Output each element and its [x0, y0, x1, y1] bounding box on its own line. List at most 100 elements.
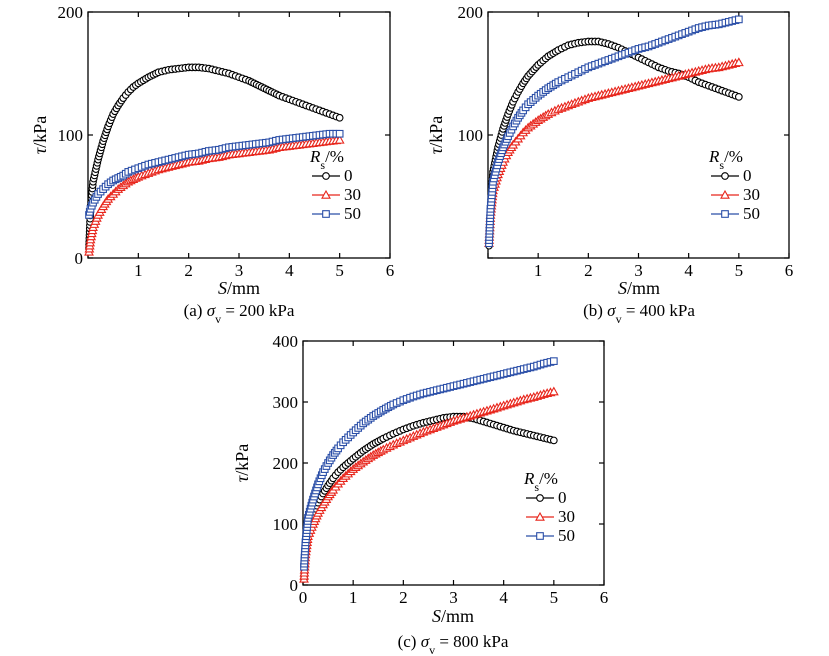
panel-caption: (c) σv = 800 kPa [398, 632, 509, 656]
y-tick-label: 100 [273, 515, 299, 534]
x-tick-label: 3 [235, 261, 244, 280]
caption-suffix: = 400 kPa [622, 301, 696, 320]
legend-title-unit: /% [325, 147, 344, 166]
legend-marker [536, 494, 544, 502]
y-axis-label-symbol: τ [426, 147, 446, 154]
y-axis-label-symbol: τ [232, 475, 252, 482]
legend-title-symbol: R [309, 147, 321, 166]
caption-prefix: (c) [398, 632, 421, 651]
data-point [335, 129, 344, 138]
legend-entry-label: 0 [558, 488, 567, 507]
y-axis-label: τ/kPa [30, 116, 50, 154]
x-tick-label: 3 [449, 588, 458, 607]
legend-entry-label: 50 [558, 526, 575, 545]
y-tick-label: 100 [58, 126, 84, 145]
legend-marker [720, 189, 730, 199]
series-rs-0 [300, 412, 558, 583]
x-tick-label: 6 [386, 261, 395, 280]
data-point [334, 134, 345, 144]
x-tick-label: 5 [335, 261, 344, 280]
legend-entry-label: 0 [743, 166, 752, 185]
data-point [549, 436, 558, 445]
y-tick-label: 0 [290, 576, 299, 595]
data-point [549, 357, 558, 365]
caption-symbol: σ [207, 301, 216, 320]
series-rs-30 [84, 134, 345, 256]
legend-marker [721, 172, 729, 180]
y-axis-label-symbol: τ [30, 147, 50, 154]
y-tick-label: 0 [75, 249, 84, 268]
legend-marker [322, 172, 330, 180]
y-tick-label: 200 [458, 3, 484, 22]
y-axis-label: τ/kPa [426, 116, 446, 154]
legend-title-subscript: s [719, 158, 724, 172]
panel-caption: (b) σv = 400 kPa [583, 301, 695, 326]
x-axis-label-unit: /mm [627, 278, 660, 298]
x-tick-label: 1 [349, 588, 358, 607]
legend-title-symbol: R [708, 147, 720, 166]
data-point [733, 57, 744, 67]
chart-panel-a: 1 2 3 4 5 6 0 100 200 S/mm τ/kPa (a) σv = 200 kPa Rs… [30, 3, 394, 326]
caption-subscript: v [429, 643, 435, 656]
y-axis-label: τ/kPa [232, 444, 252, 482]
x-tick-label: 4 [499, 588, 508, 607]
x-tick-label: 1 [534, 261, 543, 280]
legend-title-subscript: s [320, 158, 325, 172]
series-rs-0 [85, 63, 344, 253]
legend-title-symbol: R [523, 469, 535, 488]
series-rs-50 [300, 357, 558, 571]
legend-title: Rs/% [309, 147, 344, 172]
caption-symbol: σ [421, 632, 430, 651]
legend-title-subscript: s [534, 480, 539, 494]
legend-marker [321, 189, 331, 199]
caption-prefix: (a) [184, 301, 207, 320]
x-tick-label: 5 [735, 261, 744, 280]
x-axis-label: S/mm [618, 278, 660, 298]
x-tick-label: 6 [600, 588, 609, 607]
y-axis-label-unit: /kPa [30, 116, 50, 148]
x-tick-label: 2 [184, 261, 193, 280]
data-point [335, 113, 344, 122]
data-point [548, 386, 559, 396]
x-axis-label-symbol: S [432, 606, 441, 626]
x-tick-label: 2 [584, 261, 593, 280]
legend-entry-label: 50 [344, 204, 361, 223]
legend-title-unit: /% [539, 469, 558, 488]
series-rs-30 [299, 386, 559, 583]
x-axis-label: S/mm [218, 278, 260, 298]
legend-entry-label: 0 [344, 166, 353, 185]
x-axis-label: S/mm [432, 606, 474, 626]
legend-marker [721, 210, 729, 218]
x-tick-label: 3 [634, 261, 643, 280]
data-point [734, 93, 743, 101]
x-tick-label: 6 [785, 261, 794, 280]
caption-subscript: v [616, 312, 622, 326]
y-tick-label: 300 [273, 393, 299, 412]
legend-entry-label: 30 [558, 507, 575, 526]
x-tick-label: 5 [550, 588, 559, 607]
legend-title: Rs/% [523, 469, 558, 494]
y-tick-label: 100 [458, 126, 484, 145]
series-rs-50 [485, 15, 743, 248]
caption-suffix: = 800 kPa [435, 632, 509, 651]
x-tick-label: 0 [299, 588, 308, 607]
legend-marker [322, 210, 330, 218]
x-axis-label-symbol: S [218, 278, 227, 298]
y-axis-label-unit: /kPa [426, 116, 446, 148]
x-axis-label-unit: /mm [441, 606, 474, 626]
series-rs-50 [85, 129, 344, 219]
caption-prefix: (b) [583, 301, 607, 320]
legend-title-unit: /% [724, 147, 743, 166]
caption-symbol: σ [607, 301, 616, 320]
data-point [734, 15, 743, 24]
x-tick-label: 2 [399, 588, 408, 607]
panel-caption: (a) σv = 200 kPa [184, 301, 295, 326]
legend-entry-label: 30 [344, 185, 361, 204]
y-axis-label-unit: /kPa [232, 444, 252, 476]
